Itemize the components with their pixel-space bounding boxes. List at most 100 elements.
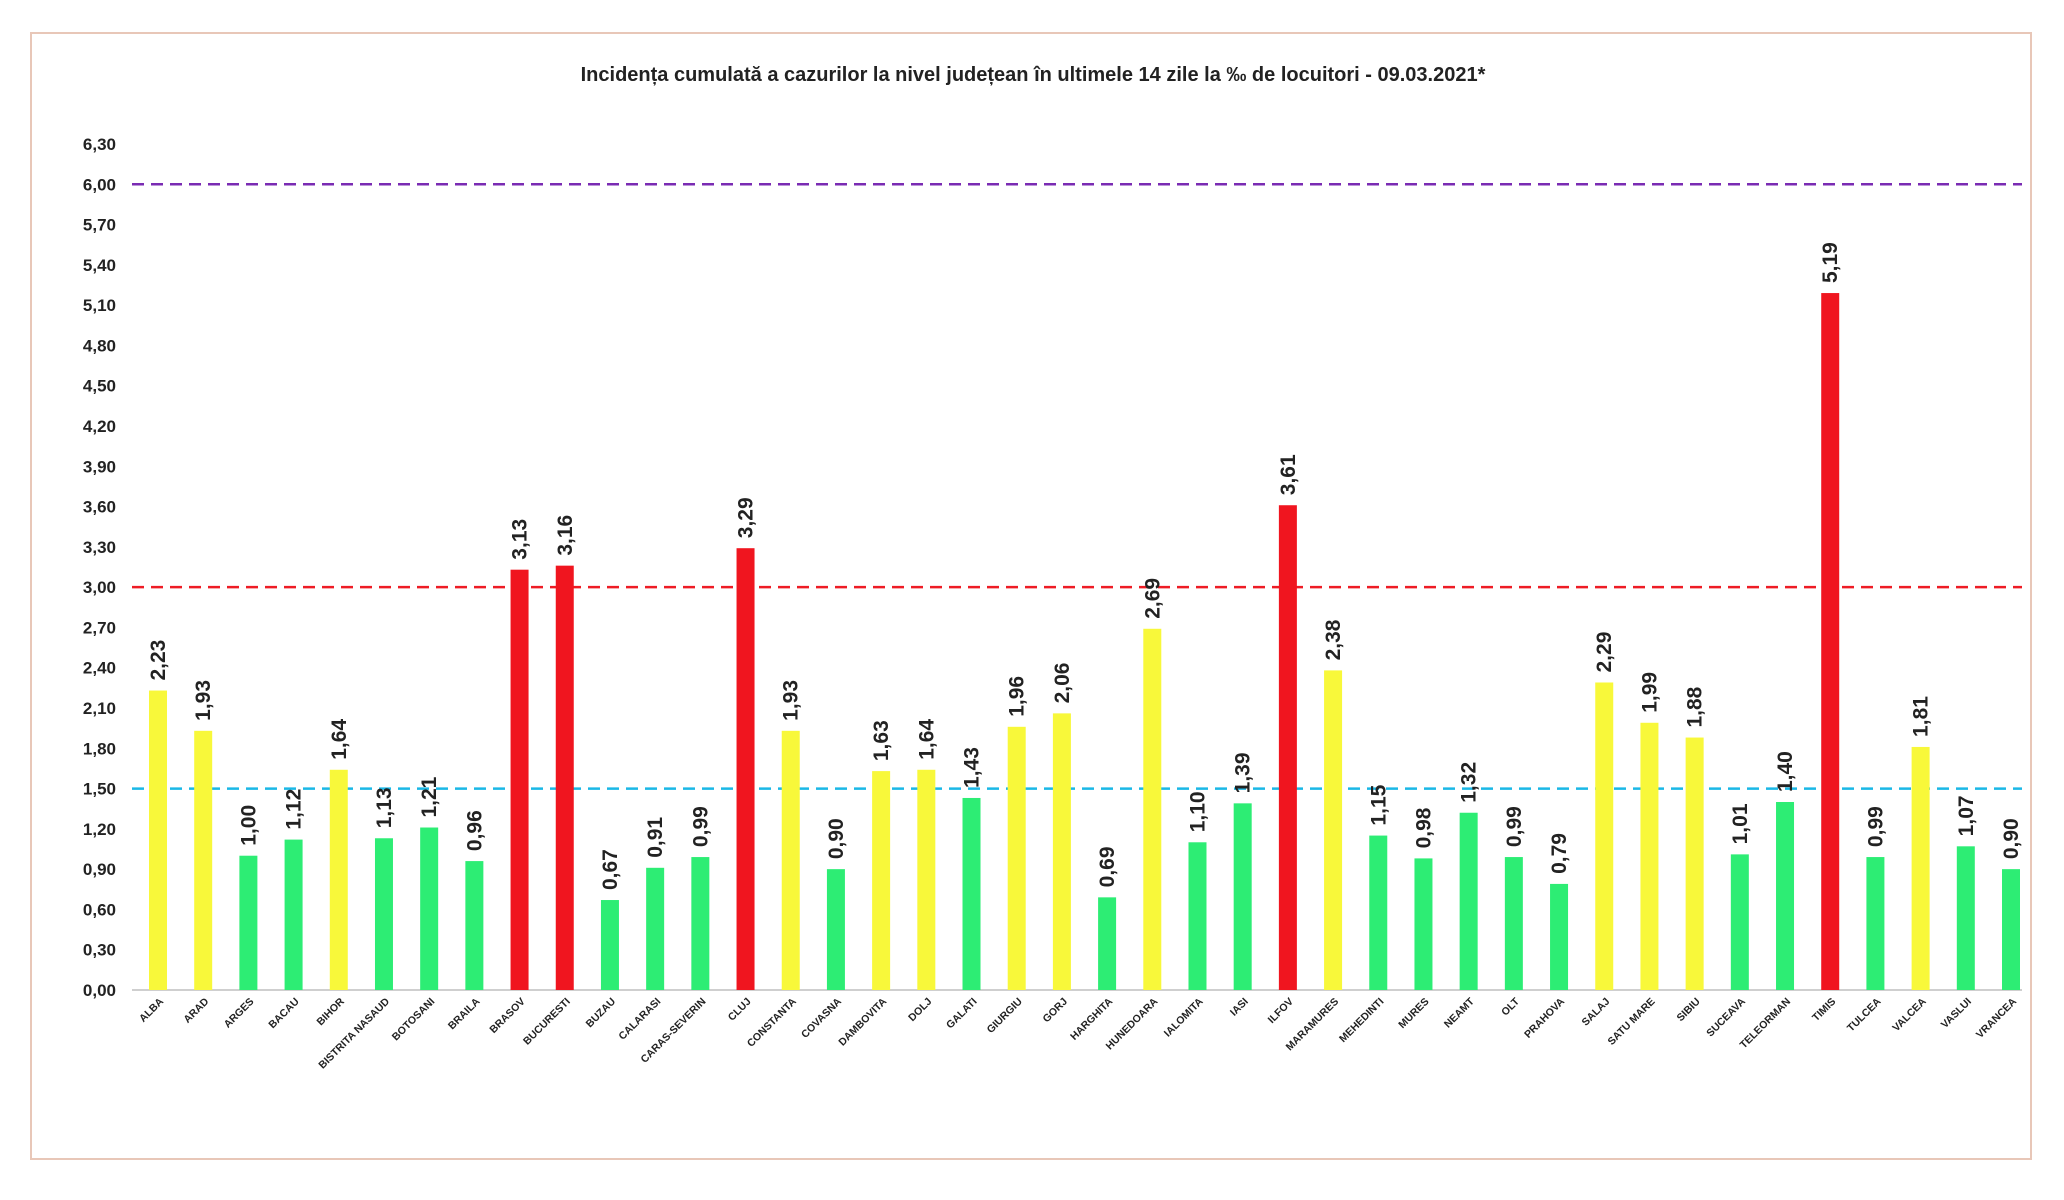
data-label: 0,90 bbox=[825, 818, 848, 859]
data-label: 0,69 bbox=[1096, 846, 1119, 887]
data-label: 3,16 bbox=[554, 515, 577, 556]
x-tick-label: MURES bbox=[1396, 996, 1431, 1031]
data-label: 0,79 bbox=[1548, 833, 1571, 874]
bar bbox=[1956, 846, 1975, 990]
x-tick-label: IALOMITA bbox=[1162, 995, 1206, 1039]
data-label: 1,64 bbox=[915, 719, 938, 760]
data-label: 1,93 bbox=[780, 680, 803, 721]
bar bbox=[239, 855, 258, 990]
x-tick-label: ALBA bbox=[137, 995, 166, 1024]
bar bbox=[420, 827, 439, 990]
bar bbox=[149, 690, 167, 990]
x-tick-label: SATU MARE bbox=[1605, 996, 1657, 1048]
y-tick-label: 1,50 bbox=[83, 780, 116, 799]
x-tick-label: HARGHITA bbox=[1068, 995, 1115, 1042]
y-tick-label: 3,00 bbox=[83, 578, 116, 597]
x-tick-label: ARGES bbox=[222, 996, 257, 1031]
y-tick-label: 0,30 bbox=[83, 941, 116, 960]
data-label: 1,93 bbox=[192, 680, 215, 721]
data-label: 1,88 bbox=[1684, 686, 1707, 727]
x-tick-label: VRANCEA bbox=[1974, 995, 2019, 1040]
y-axis: 0,00 0,30 0,60 0,90 1,20 1,50 1,80 2,10 2,40 2,70… bbox=[83, 135, 2022, 1000]
bar bbox=[465, 861, 484, 990]
bar bbox=[962, 797, 981, 990]
x-tick-label: VALCEA bbox=[1890, 995, 1929, 1034]
data-label: 1,32 bbox=[1458, 762, 1481, 803]
data-label: 3,29 bbox=[735, 497, 758, 538]
x-tick-label: OLT bbox=[1499, 995, 1522, 1018]
y-tick-label: 1,20 bbox=[83, 820, 116, 839]
bar bbox=[1414, 858, 1433, 990]
data-label: 1,39 bbox=[1232, 752, 1255, 793]
bar bbox=[826, 869, 845, 990]
bar bbox=[1143, 628, 1162, 990]
x-tick-label: ARAD bbox=[181, 995, 211, 1025]
x-tick-label: ILFOV bbox=[1266, 996, 1296, 1026]
chart: Incidența cumulată a cazurilor la nivel … bbox=[83, 64, 2023, 1071]
bar bbox=[1866, 857, 1885, 990]
bar bbox=[2002, 869, 2020, 990]
data-label: 0,91 bbox=[644, 817, 667, 858]
bar bbox=[1369, 835, 1388, 990]
x-tick-label: GALATI bbox=[944, 996, 980, 1032]
x-tick-label: DOLJ bbox=[906, 996, 934, 1024]
y-tick-label: 4,50 bbox=[83, 377, 116, 396]
bar bbox=[284, 839, 303, 990]
x-tick-label: GORJ bbox=[1040, 996, 1070, 1026]
x-tick-label: BOTOSANI bbox=[390, 996, 438, 1044]
data-label: 1,99 bbox=[1638, 672, 1661, 713]
bar bbox=[1595, 682, 1614, 990]
data-label: 1,63 bbox=[870, 720, 893, 761]
y-tick-label: 4,20 bbox=[83, 417, 116, 436]
data-label: 1,96 bbox=[1006, 676, 1029, 717]
bar bbox=[1730, 854, 1749, 990]
x-tick-label: PRAHOVA bbox=[1522, 995, 1567, 1040]
y-tick-label: 0,60 bbox=[83, 900, 116, 919]
bar bbox=[1007, 726, 1026, 990]
x-tick-label: IASI bbox=[1228, 996, 1251, 1019]
y-tick-label: 1,80 bbox=[83, 739, 116, 758]
data-label: 1,00 bbox=[237, 805, 260, 846]
data-label: 0,67 bbox=[599, 849, 622, 890]
data-label: 1,43 bbox=[961, 747, 984, 788]
x-tick-label: COVASNA bbox=[799, 995, 844, 1040]
x-tick-label: VASLUI bbox=[1939, 996, 1974, 1031]
bar bbox=[555, 565, 574, 990]
data-label: 2,38 bbox=[1322, 619, 1345, 660]
data-label: 1,21 bbox=[418, 776, 441, 817]
value-labels: 2,23 1,93 1,00 1,12 1,64 1,13 1,21 0,96 3,13 3,16… bbox=[147, 242, 2023, 890]
data-label: 5,19 bbox=[1819, 242, 1842, 283]
x-tick-label: DAMBOVITA bbox=[836, 995, 889, 1048]
y-tick-label: 5,70 bbox=[83, 216, 116, 235]
chart-frame: Incidența cumulată a cazurilor la nivel … bbox=[30, 32, 2032, 1160]
data-label: 1,07 bbox=[1955, 795, 1978, 836]
x-tick-label: BUZAU bbox=[584, 996, 618, 1030]
bar bbox=[1504, 857, 1523, 990]
y-tick-label: 5,10 bbox=[83, 296, 116, 315]
y-tick-label: 6,30 bbox=[83, 135, 116, 154]
y-tick-label: 2,10 bbox=[83, 699, 116, 718]
bar bbox=[872, 771, 891, 990]
chart-title: Incidența cumulată a cazurilor la nivel … bbox=[581, 64, 1486, 86]
y-tick-label: 0,00 bbox=[83, 981, 116, 1000]
bar bbox=[1278, 505, 1297, 990]
bar bbox=[736, 548, 755, 990]
bar bbox=[1188, 842, 1207, 990]
x-tick-label: SALAJ bbox=[1580, 996, 1613, 1029]
bar bbox=[1685, 737, 1704, 990]
bar bbox=[646, 867, 665, 990]
y-tick-label: 3,90 bbox=[83, 457, 116, 476]
data-label: 1,01 bbox=[1729, 803, 1752, 844]
data-label: 0,99 bbox=[1864, 806, 1887, 847]
x-tick-label: CALARASI bbox=[616, 996, 663, 1043]
x-tick-label: MEHEDINTI bbox=[1337, 996, 1386, 1045]
bar bbox=[1776, 802, 1795, 990]
data-label: 1,15 bbox=[1367, 784, 1390, 825]
data-label: 2,06 bbox=[1051, 662, 1074, 703]
bar bbox=[600, 900, 619, 990]
bar bbox=[1550, 883, 1569, 990]
x-tick-label: GIURGIU bbox=[985, 996, 1025, 1036]
y-tick-label: 0,90 bbox=[83, 860, 116, 879]
x-tick-label: TIMIS bbox=[1810, 996, 1838, 1024]
